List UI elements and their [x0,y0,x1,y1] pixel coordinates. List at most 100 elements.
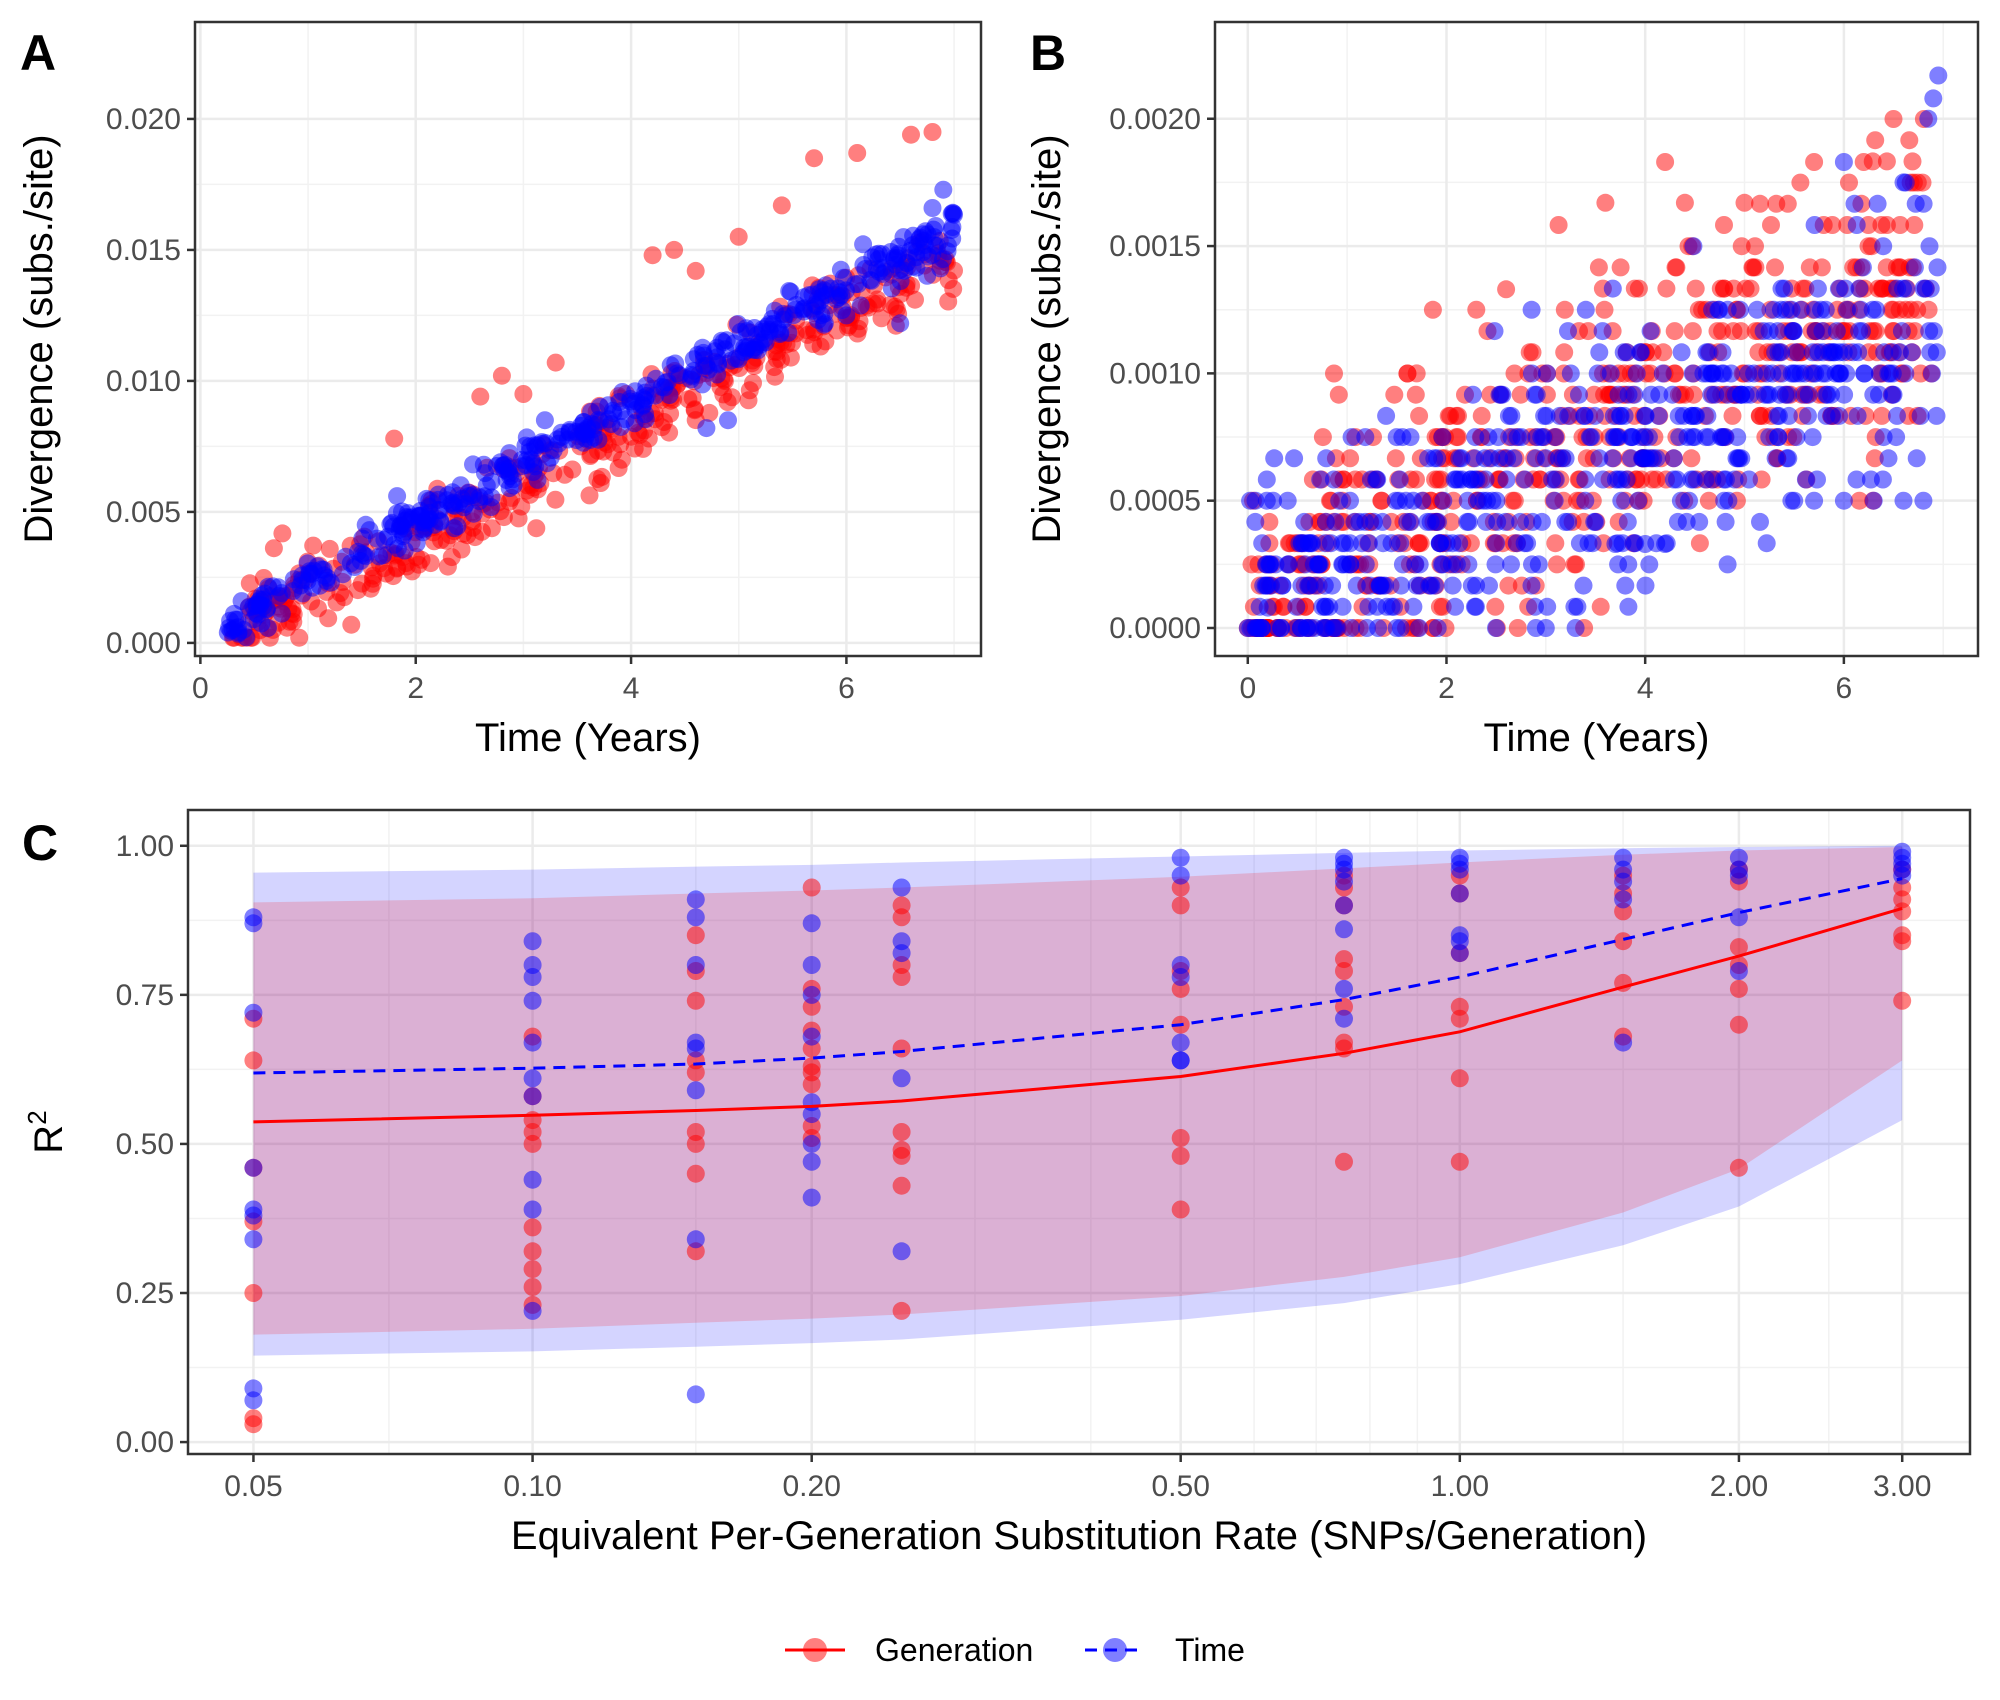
y-tick-label: 0.015 [106,234,181,267]
data-point-time [1669,406,1688,425]
plot-area [218,123,963,647]
data-point-time [699,360,718,379]
data-point-time [1804,364,1823,383]
data-point-time [802,956,821,974]
data-point-generation [1555,343,1574,362]
data-point-generation [700,403,719,422]
data-point-time [1278,491,1297,510]
data-point-time [1391,534,1410,553]
data-point-time [1633,449,1652,468]
y-tick-label: 0.005 [106,496,181,529]
data-point-time [315,566,334,585]
data-point-time [870,262,888,281]
legend-key-time-dot [1103,1638,1127,1662]
data-point-time [1814,343,1833,362]
data-point-generation [1729,979,1748,998]
data-point-generation [892,908,911,927]
data-point-time [834,268,853,287]
data-point-generation [1577,449,1596,468]
data-point-generation [1877,216,1896,234]
x-tick-label: 0.10 [503,1470,561,1503]
data-point-time [1604,406,1623,425]
data-point-generation [1890,300,1909,319]
data-point-generation [1743,258,1762,277]
data-point-time [356,515,375,534]
data-point-time [1663,385,1682,404]
data-point-time [660,386,679,405]
data-point-generation [1335,962,1353,980]
x-axis-title: Time (Years) [475,716,701,760]
data-point-generation [1877,258,1896,277]
data-point-generation [327,593,346,612]
data-point-generation [685,401,704,420]
y-tick-label: 0.0010 [1109,357,1201,390]
data-point-time [1698,406,1717,425]
x-tick-label: 2 [407,672,424,705]
data-point-generation [892,1146,911,1165]
data-point-generation [319,609,338,628]
data-point-generation [848,144,867,162]
data-point-time [1829,279,1848,298]
data-point-time [1522,364,1541,383]
data-point-time [523,1087,542,1106]
data-point-time [1296,555,1315,574]
data-point-time [1529,555,1548,574]
data-point-time [1635,428,1654,447]
data-point-time [1715,491,1734,510]
data-point-time [1927,406,1946,425]
data-point-generation [802,1075,821,1094]
data-point-time [1647,449,1666,468]
data-point-time [1636,535,1655,553]
data-point-time [1442,555,1461,574]
x-tick-label: 4 [1637,672,1654,705]
data-point-generation [686,1164,705,1183]
data-point-generation [1823,216,1842,234]
data-point-time [1335,896,1353,915]
data-point-time [1607,428,1626,447]
data-point-generation [1439,406,1458,425]
data-point-time [1486,555,1505,574]
data-point-time [244,1003,263,1022]
data-point-time [1883,343,1902,362]
data-point-time [1623,428,1642,447]
data-point-generation [1675,193,1694,212]
data-point-time [1171,848,1190,867]
y-tick-label: 0.75 [116,979,174,1012]
data-point-time [1653,364,1672,383]
data-point-time [1525,385,1544,404]
data-point-time [1568,597,1587,616]
data-point-time [1265,449,1284,468]
data-point-time [892,878,911,897]
data-point-time [1511,512,1530,531]
data-point-time [1502,555,1520,574]
data-point-time [1603,449,1622,468]
data-point-time [1428,619,1447,637]
data-point-time [1614,1033,1633,1052]
data-point-generation [686,991,705,1010]
data-point-time [1419,449,1438,468]
data-point-time [254,590,273,609]
data-point-time [1656,535,1675,553]
data-point-time [1342,619,1361,637]
data-point-generation [509,509,528,528]
y-tick-label: 0.00 [116,1426,174,1459]
data-point-time [1489,428,1508,447]
data-point-time [244,1206,263,1225]
data-point-time [1718,555,1737,574]
data-point-generation [1614,932,1633,951]
data-point-generation [892,1123,911,1141]
data-point-time [1171,1033,1190,1052]
data-point-generation [816,332,835,351]
data-point-time [802,1134,821,1153]
data-point-generation [1313,428,1332,447]
data-point-generation [1589,258,1608,277]
data-point-time [1311,470,1330,489]
data-point-time [1700,428,1718,447]
data-point-generation [1450,1152,1469,1171]
data-point-generation [1893,991,1912,1010]
data-point-generation [1690,534,1709,553]
data-point-time [802,1188,821,1207]
data-point-time [1433,428,1452,447]
x-tick-label: 6 [1836,672,1853,705]
data-point-generation [320,539,339,558]
